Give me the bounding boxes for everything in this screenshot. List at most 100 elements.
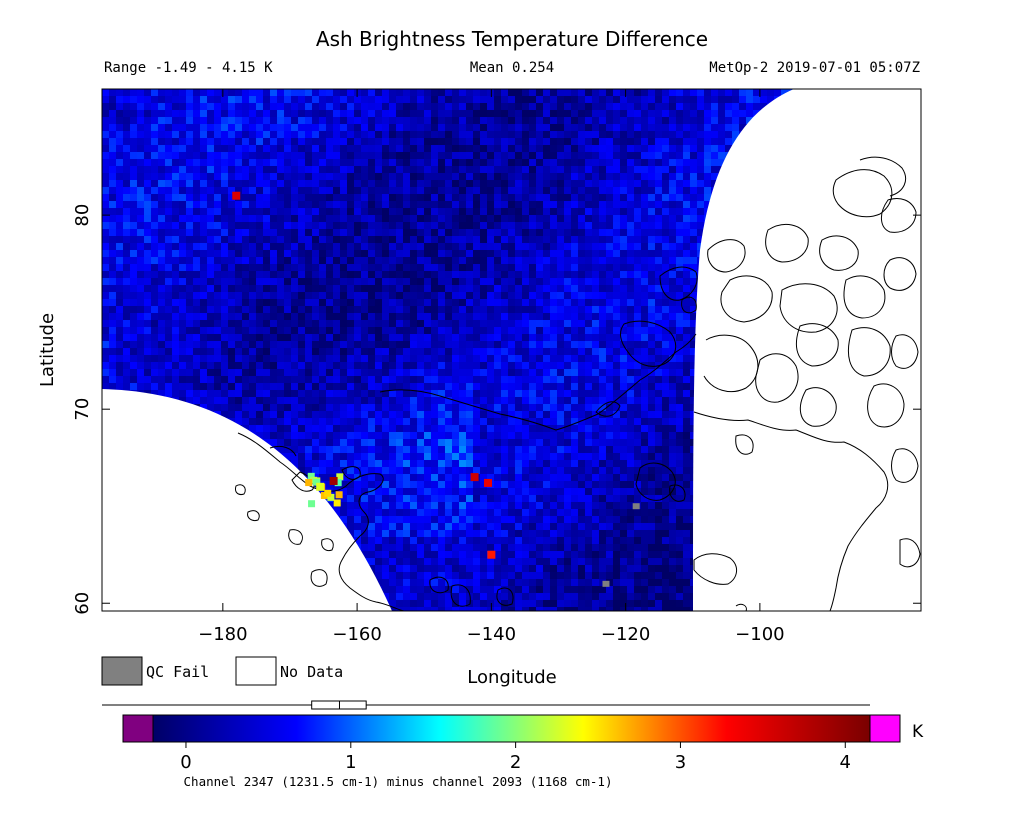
btd-cell	[333, 103, 341, 111]
btd-cell	[326, 208, 334, 216]
btd-cell	[256, 117, 264, 125]
btd-cell	[620, 96, 628, 104]
btd-cell	[389, 236, 397, 244]
btd-cell	[179, 152, 187, 160]
btd-cell	[130, 376, 138, 384]
btd-cell	[431, 271, 439, 279]
btd-cell	[389, 355, 397, 363]
btd-cell	[445, 166, 453, 174]
btd-cell	[340, 355, 348, 363]
btd-cell	[480, 229, 488, 237]
btd-cell	[466, 292, 474, 300]
btd-cell	[466, 117, 474, 125]
btd-cell	[130, 201, 138, 209]
btd-cell	[417, 187, 425, 195]
btd-cell	[550, 180, 558, 188]
btd-cell	[487, 145, 495, 153]
btd-cell	[102, 327, 110, 335]
btd-cell	[480, 96, 488, 104]
btd-cell	[424, 243, 432, 251]
btd-cell	[109, 376, 117, 384]
btd-cell	[431, 320, 439, 328]
btd-cell	[564, 89, 572, 97]
btd-cell	[270, 376, 278, 384]
btd-cell	[200, 264, 208, 272]
btd-cell	[221, 180, 229, 188]
btd-cell	[613, 250, 621, 258]
btd-cell	[207, 285, 215, 293]
btd-cell	[123, 320, 131, 328]
btd-cell	[263, 187, 271, 195]
btd-cell	[158, 376, 166, 384]
btd-cell	[368, 166, 376, 174]
btd-cell	[109, 166, 117, 174]
btd-cell	[340, 89, 348, 97]
btd-cell	[662, 222, 670, 230]
btd-cell	[662, 278, 670, 286]
btd-cell	[522, 348, 530, 356]
btd-cell	[445, 320, 453, 328]
btd-cell	[361, 138, 369, 146]
btd-cell	[578, 131, 586, 139]
btd-cell	[326, 152, 334, 160]
btd-cell	[655, 159, 663, 167]
btd-cell	[501, 236, 509, 244]
btd-cell	[207, 194, 215, 202]
btd-cell	[522, 327, 530, 335]
btd-cell	[242, 320, 250, 328]
btd-cell	[487, 285, 495, 293]
btd-cell	[536, 362, 544, 370]
btd-cell	[550, 89, 558, 97]
btd-cell	[123, 124, 131, 132]
btd-cell	[599, 124, 607, 132]
btd-cell	[165, 355, 173, 363]
btd-cell	[235, 306, 243, 314]
btd-cell	[557, 215, 565, 223]
btd-cell	[361, 334, 369, 342]
btd-cell	[368, 278, 376, 286]
btd-cell	[424, 180, 432, 188]
btd-cell	[529, 166, 537, 174]
btd-cell	[690, 236, 698, 244]
btd-cell	[158, 299, 166, 307]
btd-cell	[606, 306, 614, 314]
btd-cell	[627, 173, 635, 181]
btd-cell	[620, 243, 628, 251]
btd-cell	[403, 145, 411, 153]
btd-cell	[676, 222, 684, 230]
btd-cell	[543, 201, 551, 209]
btd-cell	[368, 243, 376, 251]
btd-cell	[102, 243, 110, 251]
btd-cell	[221, 110, 229, 118]
btd-cell	[529, 208, 537, 216]
btd-cell	[368, 145, 376, 153]
btd-cell	[438, 180, 446, 188]
btd-cell	[228, 173, 236, 181]
btd-cell	[151, 271, 159, 279]
btd-cell	[431, 250, 439, 258]
btd-cell	[389, 138, 397, 146]
btd-cell	[256, 215, 264, 223]
btd-cell	[389, 145, 397, 153]
btd-cell	[438, 201, 446, 209]
btd-cell	[116, 103, 124, 111]
btd-cell	[277, 257, 285, 265]
btd-cell	[459, 89, 467, 97]
btd-cell	[578, 369, 586, 377]
btd-cell	[606, 152, 614, 160]
btd-cell	[200, 222, 208, 230]
btd-cell	[130, 159, 138, 167]
btd-cell	[263, 327, 271, 335]
btd-cell	[438, 131, 446, 139]
btd-cell	[263, 208, 271, 216]
btd-cell	[291, 376, 299, 384]
btd-cell	[193, 131, 201, 139]
btd-cell	[487, 110, 495, 118]
btd-cell	[585, 173, 593, 181]
btd-cell	[438, 166, 446, 174]
btd-cell	[662, 264, 670, 272]
btd-cell	[557, 278, 565, 286]
btd-cell	[179, 334, 187, 342]
btd-cell	[543, 110, 551, 118]
btd-cell	[634, 89, 642, 97]
